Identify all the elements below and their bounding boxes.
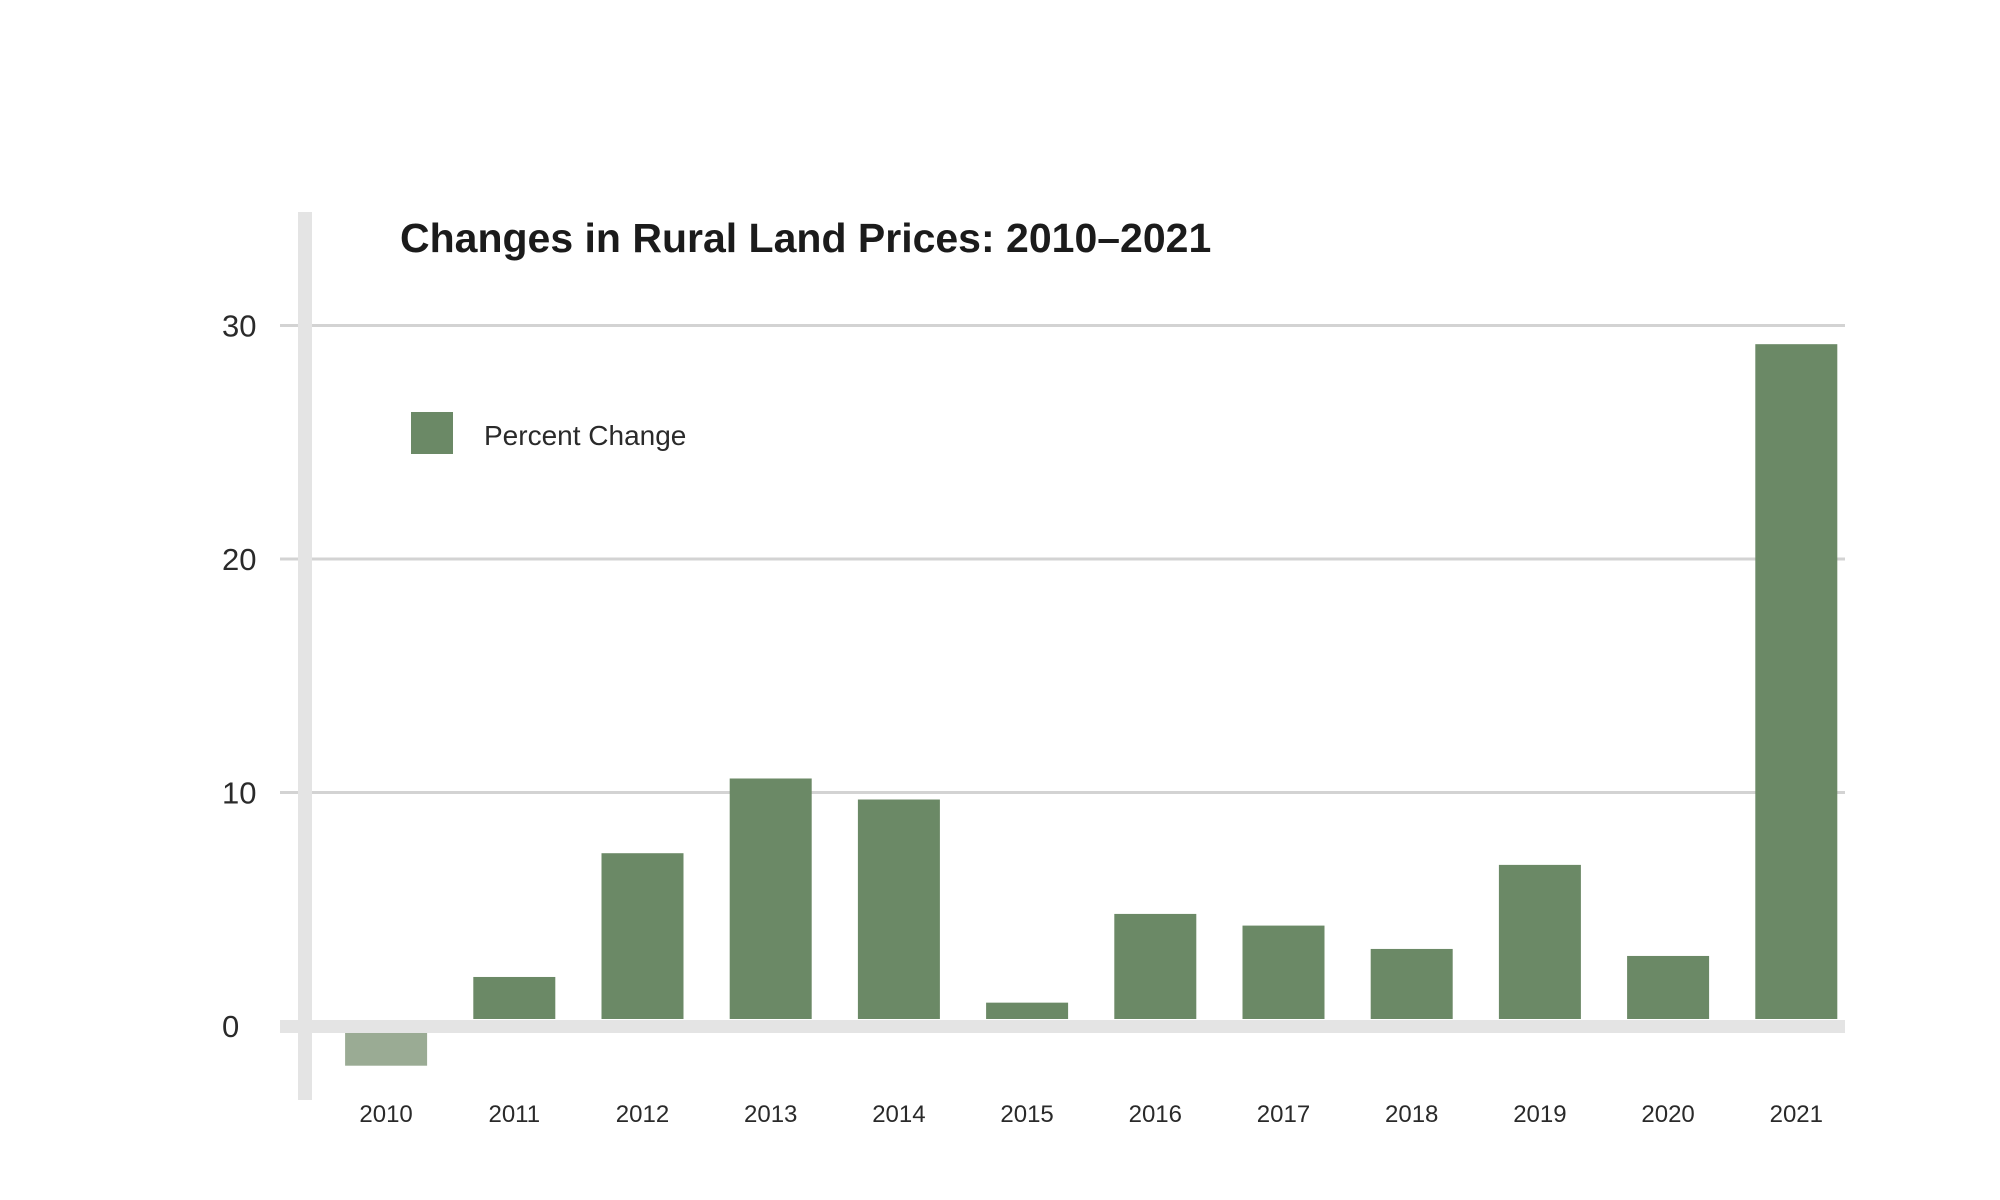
bar-2010	[345, 1033, 428, 1066]
y-tick-label: 10	[222, 776, 256, 811]
x-tick-label: 2019	[1513, 1101, 1566, 1128]
x-tick-label: 2010	[359, 1101, 412, 1128]
bar-2021	[1755, 344, 1838, 1019]
y-tick-label: 0	[222, 1009, 239, 1044]
bar-2012	[601, 853, 684, 1019]
y-tick-labels: 0 10 20 30	[222, 309, 256, 1045]
x-tick-label: 2013	[744, 1101, 797, 1128]
legend-swatch	[411, 412, 453, 454]
x-tick-label: 2014	[872, 1101, 925, 1128]
x-tick-label: 2021	[1770, 1101, 1823, 1128]
bar-2019	[1498, 864, 1581, 1019]
bar-2016	[1114, 913, 1197, 1019]
grid-lines	[280, 324, 1845, 794]
x-tick-label: 2017	[1257, 1101, 1310, 1128]
bar-2014	[857, 799, 940, 1019]
x-tick-label: 2011	[488, 1101, 540, 1128]
x-tick-label: 2015	[1000, 1101, 1053, 1128]
bar-2013	[729, 778, 812, 1019]
x-tick-label: 2012	[616, 1101, 669, 1128]
legend-label: Percent Change	[484, 420, 686, 451]
axes	[280, 212, 1845, 1100]
bar-2015	[986, 1002, 1069, 1019]
x-axis-line	[280, 1020, 1845, 1033]
bar-2011	[473, 976, 556, 1019]
y-axis-line	[298, 212, 312, 1100]
chart-title: Changes in Rural Land Prices: 2010–2021	[400, 215, 1211, 261]
y-tick-label: 30	[222, 309, 256, 344]
y-tick-label: 20	[222, 542, 256, 577]
x-tick-label: 2018	[1385, 1101, 1438, 1128]
bar-2020	[1627, 955, 1710, 1019]
x-tick-label: 2020	[1641, 1101, 1694, 1128]
x-tick-labels: 2010 2011 2012 2013 2014 2015 2016 2017 2018 2019…	[359, 1101, 1823, 1128]
bar-2017	[1242, 925, 1325, 1019]
bars	[345, 344, 1838, 1066]
legend: Percent Change	[411, 412, 686, 454]
x-tick-label: 2016	[1129, 1101, 1182, 1128]
bar-2018	[1370, 948, 1453, 1019]
